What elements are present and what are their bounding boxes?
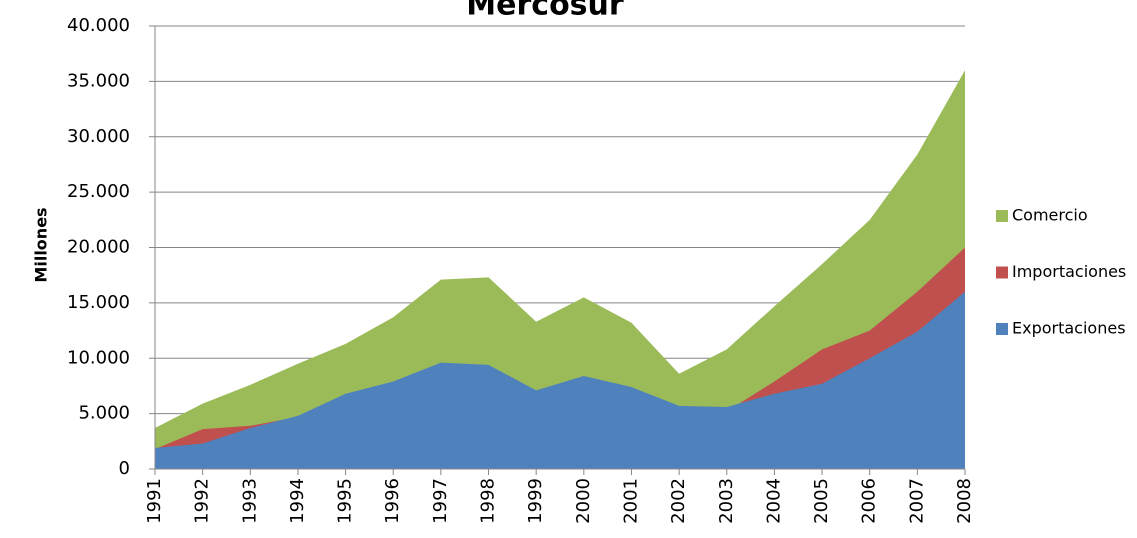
y-axis-label: Millones	[32, 207, 51, 282]
y-tick-label: 20.000	[67, 237, 130, 258]
y-tick-label: 35.000	[67, 70, 130, 91]
legend-swatch	[996, 266, 1008, 279]
legend-label: Exportaciones	[1012, 319, 1126, 338]
x-tick-label: 1991	[144, 478, 165, 524]
x-tick-label: 1998	[478, 478, 499, 524]
y-tick-label: 5.000	[78, 403, 130, 424]
x-tick-label: 2006	[859, 478, 880, 524]
x-tick-label: 2008	[954, 478, 975, 524]
x-tick-label: 1999	[525, 478, 546, 524]
x-tick-label: 1993	[239, 478, 260, 524]
y-tick-label: 15.000	[67, 292, 130, 313]
y-tick-label: 40.000	[67, 15, 130, 36]
y-tick-label: 10.000	[67, 347, 130, 368]
x-tick-label: 1997	[430, 478, 451, 524]
x-tick-label: 2002	[668, 478, 689, 524]
y-tick-label: 25.000	[67, 181, 130, 202]
chart-title: Mercosur	[466, 0, 624, 23]
legend-label: Importaciones	[1012, 262, 1126, 281]
legend-swatch	[996, 210, 1008, 222]
y-tick-label: 30.000	[67, 126, 130, 147]
x-tick-label: 2007	[906, 478, 927, 524]
area	[155, 291, 965, 469]
y-tick-label: 0	[119, 458, 130, 479]
x-tick-label: 1994	[287, 478, 308, 524]
legend-swatch	[996, 323, 1008, 335]
area	[155, 70, 965, 470]
x-tick-label: 2000	[573, 478, 594, 524]
x-tick-label: 2004	[763, 478, 784, 524]
x-tick-label: 2005	[811, 478, 832, 524]
x-tick-label: 1995	[335, 478, 356, 524]
legend-label: Comercio	[1012, 206, 1088, 225]
x-tick-label: 1992	[192, 478, 213, 524]
x-tick-label: 2001	[620, 478, 641, 524]
x-tick-label: 1996	[382, 478, 403, 524]
x-tick-label: 2003	[716, 478, 737, 524]
